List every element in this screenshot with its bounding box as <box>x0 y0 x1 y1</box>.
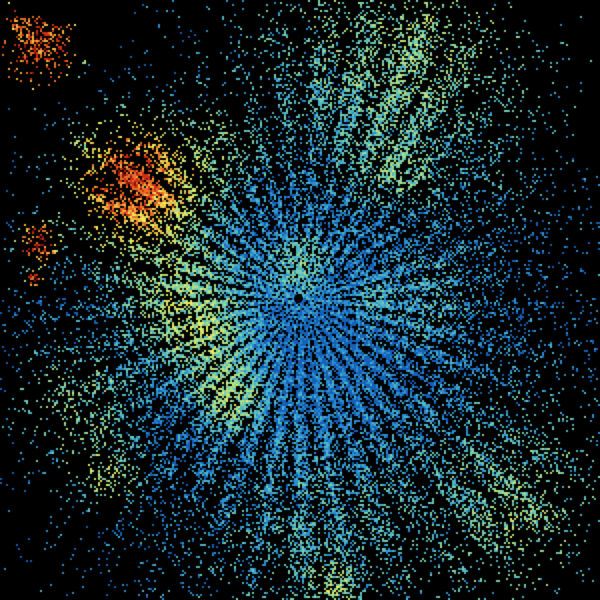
radar-site-marker <box>294 294 303 303</box>
